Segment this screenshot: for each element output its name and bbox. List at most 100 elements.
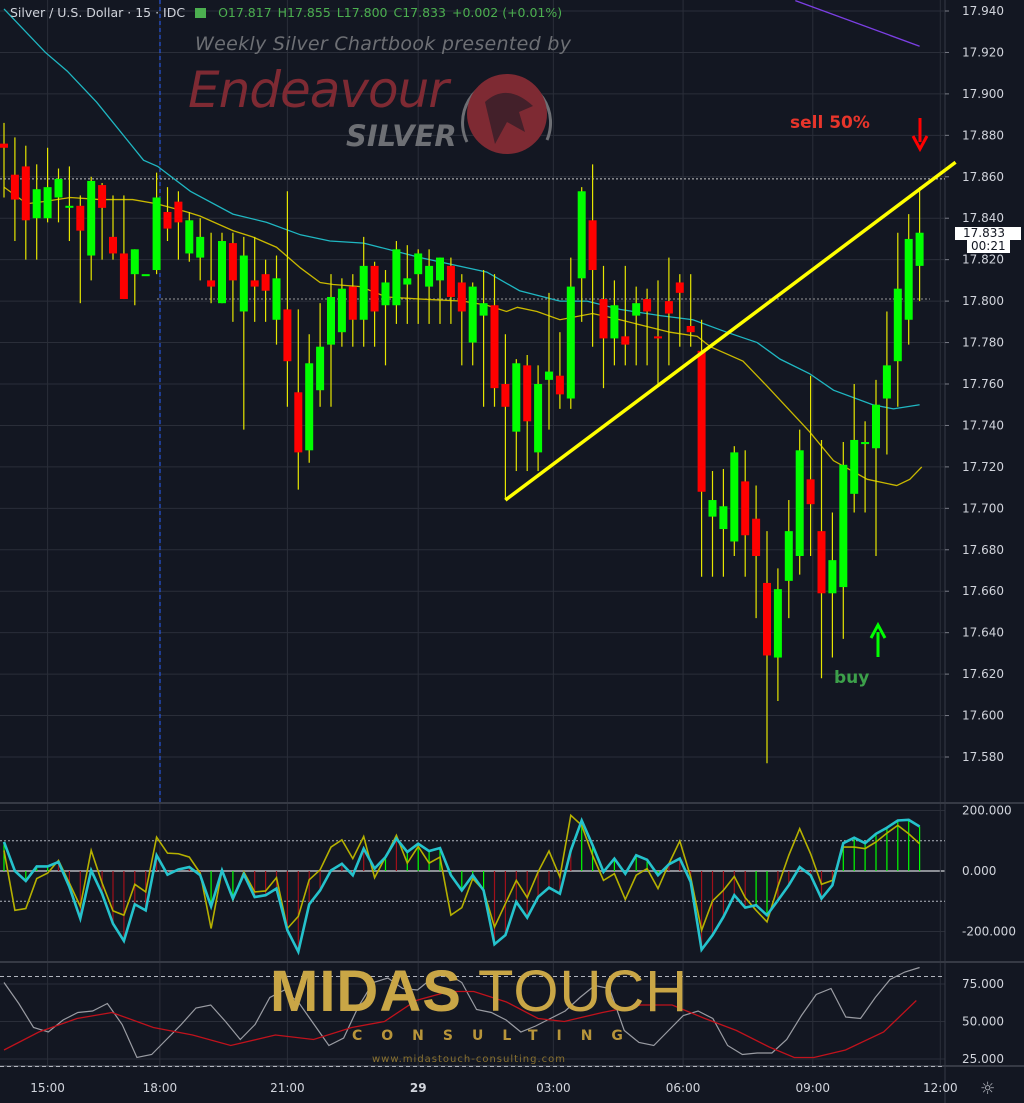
flag-icon[interactable] bbox=[195, 7, 207, 18]
candle-body bbox=[228, 243, 237, 281]
price-pane[interactable] bbox=[0, 0, 957, 764]
candle-body bbox=[436, 257, 444, 281]
candle-body bbox=[109, 236, 117, 254]
candle-body bbox=[763, 582, 771, 656]
time-tick-label: 06:00 bbox=[666, 1081, 701, 1095]
candle-body bbox=[403, 278, 412, 285]
candle-body bbox=[795, 450, 804, 556]
candle-body bbox=[283, 309, 292, 362]
legend-low: L17.800 bbox=[336, 5, 388, 20]
legend-open: O17.817 bbox=[218, 5, 272, 20]
price-tick-label: 17.680 bbox=[962, 543, 1004, 557]
candle-body bbox=[305, 363, 314, 451]
candle-body bbox=[141, 274, 150, 277]
endeavour-silver-text: SILVER bbox=[346, 119, 457, 153]
candle-body bbox=[327, 296, 335, 345]
price-tick-label: 17.700 bbox=[962, 501, 1004, 515]
candle-body bbox=[152, 197, 161, 271]
candle-body bbox=[675, 282, 684, 293]
chartbook-watermark: Weekly Silver Chartbook presented by bbox=[195, 33, 572, 55]
candle-body bbox=[588, 220, 597, 271]
candle-body bbox=[752, 518, 761, 556]
candle-body bbox=[512, 363, 521, 432]
candle-body bbox=[599, 299, 608, 339]
candle-body bbox=[872, 404, 880, 449]
stochastic-pane[interactable] bbox=[0, 966, 945, 1067]
candle-body bbox=[686, 325, 695, 333]
ma-slow-line bbox=[3, 8, 920, 410]
symbol-legend: Silver / U.S. Dollar · 15 · IDC O17.817 … bbox=[10, 5, 562, 20]
candle-body bbox=[555, 375, 564, 395]
price-tick-label: 17.880 bbox=[962, 128, 1004, 142]
candle-body bbox=[425, 265, 434, 287]
candle-body bbox=[43, 187, 52, 219]
candle-body bbox=[218, 241, 226, 304]
candle-body bbox=[566, 286, 575, 399]
trendline bbox=[504, 160, 957, 502]
last-price-label: 17.833 bbox=[955, 226, 1021, 240]
legend-change: +0.002 (+0.01%) bbox=[451, 5, 563, 20]
price-tick-label: 17.800 bbox=[962, 294, 1004, 308]
candle-body bbox=[610, 305, 619, 339]
candle-body bbox=[861, 442, 870, 445]
candle-body bbox=[370, 265, 379, 312]
candle-body bbox=[54, 178, 63, 198]
stoch-tick-label: 75.000 bbox=[962, 977, 1004, 991]
candle-body bbox=[348, 286, 357, 320]
candle-body bbox=[545, 371, 553, 380]
candle-body bbox=[185, 220, 194, 254]
time-tick-label: 18:00 bbox=[143, 1081, 178, 1095]
price-tick-label: 17.640 bbox=[962, 626, 1004, 640]
candle-body bbox=[392, 249, 401, 306]
stoch-k-line bbox=[3, 966, 920, 1059]
candle-body bbox=[632, 303, 641, 316]
price-tick-label: 17.720 bbox=[962, 460, 1004, 474]
candle-body bbox=[490, 305, 499, 389]
candle-body bbox=[719, 506, 728, 530]
axes[interactable]: 17.940 17.920 17.900 17.880 17.860 17.840 17.8… bbox=[30, 4, 1016, 1095]
buy-annotation: buy bbox=[834, 668, 870, 688]
candle-body bbox=[359, 265, 368, 320]
time-tick-label: 09:00 bbox=[795, 1081, 830, 1095]
candle-body bbox=[697, 350, 706, 492]
candle-body bbox=[708, 500, 717, 517]
time-tick-label: 03:00 bbox=[536, 1081, 571, 1095]
candle-body bbox=[730, 452, 739, 542]
candle-body bbox=[196, 236, 205, 258]
osc-signal-line bbox=[3, 813, 921, 934]
candle-body bbox=[479, 303, 488, 316]
symbol-title[interactable]: Silver / U.S. Dollar · 15 · IDC bbox=[10, 5, 186, 20]
candle-body bbox=[98, 185, 107, 208]
candle-body bbox=[893, 288, 902, 362]
oscillator-pane[interactable] bbox=[0, 813, 945, 956]
sell-annotation: sell 50% bbox=[790, 113, 870, 133]
osc-main-line bbox=[2, 816, 921, 956]
price-tick-label: 17.900 bbox=[962, 87, 1004, 101]
stoch-tick-label: 25.000 bbox=[962, 1052, 1004, 1066]
candle-body bbox=[130, 249, 139, 275]
price-tick-label: 17.840 bbox=[962, 211, 1004, 225]
gear-icon[interactable]: ☼ bbox=[980, 1079, 996, 1099]
candle-body bbox=[381, 282, 390, 306]
candle-body bbox=[621, 336, 630, 345]
candle-body bbox=[468, 286, 477, 343]
candle-body bbox=[294, 392, 303, 453]
candle-body bbox=[501, 384, 510, 407]
time-tick-label: 12:00 bbox=[923, 1081, 958, 1095]
consulting-text: CONSULTING bbox=[352, 1028, 642, 1044]
price-tick-label: 17.820 bbox=[962, 253, 1004, 267]
candle-body bbox=[817, 531, 826, 594]
price-tick-label: 17.580 bbox=[962, 750, 1004, 764]
sell-arrow-icon bbox=[911, 118, 929, 153]
candle-body bbox=[828, 560, 837, 594]
buy-arrow-icon bbox=[869, 621, 887, 657]
candle-body bbox=[10, 174, 19, 200]
price-tick-label: 17.780 bbox=[962, 336, 1004, 350]
time-tick-label: 29 bbox=[410, 1081, 427, 1095]
candle-body bbox=[261, 274, 270, 291]
candle-body bbox=[904, 238, 913, 320]
candle-body bbox=[21, 166, 30, 221]
candle-body bbox=[337, 288, 346, 333]
